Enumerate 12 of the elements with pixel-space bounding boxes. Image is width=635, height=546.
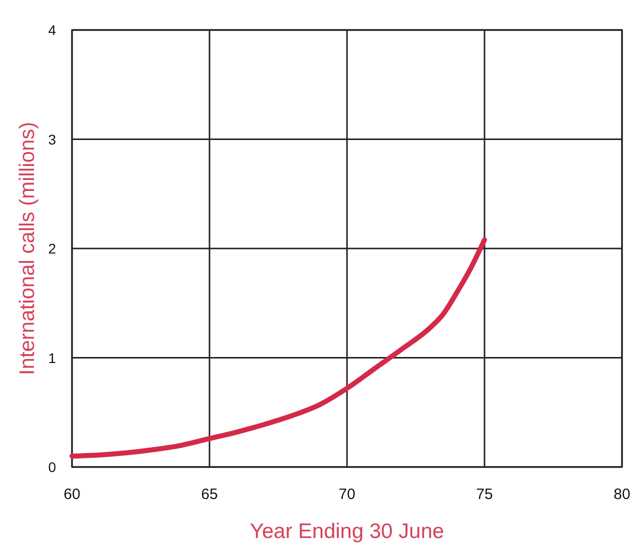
y-tick-label: 2	[48, 240, 56, 256]
y-tick-label: 3	[48, 131, 56, 148]
x-tick-label: 75	[476, 486, 493, 503]
x-tick-label: 65	[201, 486, 218, 503]
x-tick-label: 80	[614, 486, 630, 503]
y-tick-label: 0	[48, 459, 56, 475]
x-axis-title: Year Ending 30 June	[250, 520, 444, 543]
x-tick-label: 60	[64, 486, 80, 503]
y-axis-title: International calls (millions)	[16, 122, 39, 376]
y-tick-label: 1	[48, 350, 56, 366]
y-tick-label: 4	[48, 22, 56, 38]
x-tick-label: 70	[338, 486, 356, 503]
